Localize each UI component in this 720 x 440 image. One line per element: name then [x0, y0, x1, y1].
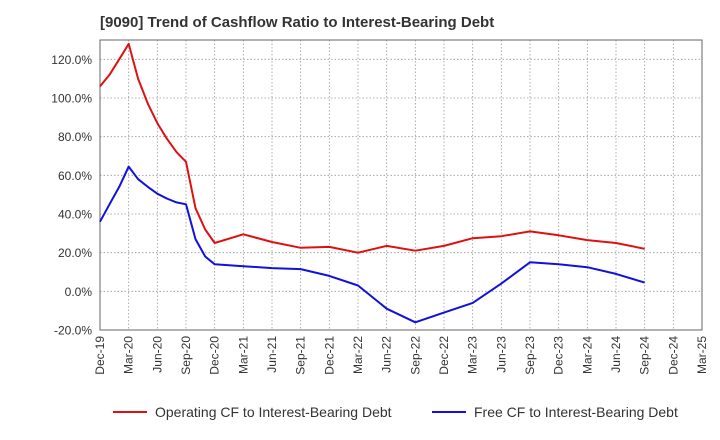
- y-tick-label: 80.0%: [58, 130, 92, 144]
- x-tick-label: Sep-23: [523, 336, 537, 375]
- y-tick-label: 0.0%: [65, 285, 93, 299]
- series-line-operating-cf: [99, 42, 645, 254]
- x-tick-label: Jun-24: [609, 336, 623, 373]
- x-tick-label: Mar-24: [580, 336, 594, 374]
- x-tick-label: Sep-24: [638, 336, 652, 375]
- x-tick-label: Dec-22: [437, 336, 451, 375]
- y-tick-label: 40.0%: [58, 208, 92, 222]
- legend-label-free-cf: Free CF to Interest-Bearing Debt: [474, 404, 678, 420]
- x-tick-label: Mar-22: [351, 336, 365, 374]
- x-tick-label: Jun-22: [380, 336, 394, 373]
- x-tick-label: Jun-23: [494, 336, 508, 373]
- x-tick-label: Dec-24: [666, 336, 680, 375]
- y-tick-label: 20.0%: [58, 246, 92, 260]
- x-tick-label: Mar-23: [466, 336, 480, 374]
- x-tick-label: Sep-20: [179, 336, 193, 375]
- y-tick-label: -20.0%: [54, 324, 92, 338]
- plot-area-border: [99, 39, 703, 331]
- series-line-free-cf: [99, 165, 645, 324]
- legend-operating-cf: Operating CF to Interest-Bearing Debt: [113, 404, 392, 420]
- legend-free-cf: Free CF to Interest-Bearing Debt: [432, 404, 678, 420]
- chart-title: [9090] Trend of Cashflow Ratio to Intere…: [100, 14, 495, 31]
- x-tick-label: Mar-25: [695, 336, 709, 374]
- x-tick-label: Jun-21: [265, 336, 279, 373]
- x-tick-label: Mar-21: [236, 336, 250, 374]
- x-tick-label: Mar-20: [122, 336, 136, 374]
- x-tick-label: Dec-21: [322, 336, 336, 375]
- x-tick-label: Dec-23: [552, 336, 566, 375]
- y-tick-label: 60.0%: [58, 169, 92, 183]
- legend-swatch-free-cf: [432, 411, 466, 413]
- y-tick-label: 120.0%: [51, 53, 92, 67]
- x-tick-label: Sep-22: [408, 336, 422, 375]
- legend-label-operating-cf: Operating CF to Interest-Bearing Debt: [155, 404, 392, 420]
- x-tick-label: Dec-19: [93, 336, 107, 375]
- x-tick-label: Jun-20: [150, 336, 164, 373]
- legend-swatch-operating-cf: [113, 411, 147, 413]
- x-tick-label: Sep-21: [294, 336, 308, 375]
- x-tick-label: Dec-20: [208, 336, 222, 375]
- y-tick-label: 100.0%: [51, 92, 92, 106]
